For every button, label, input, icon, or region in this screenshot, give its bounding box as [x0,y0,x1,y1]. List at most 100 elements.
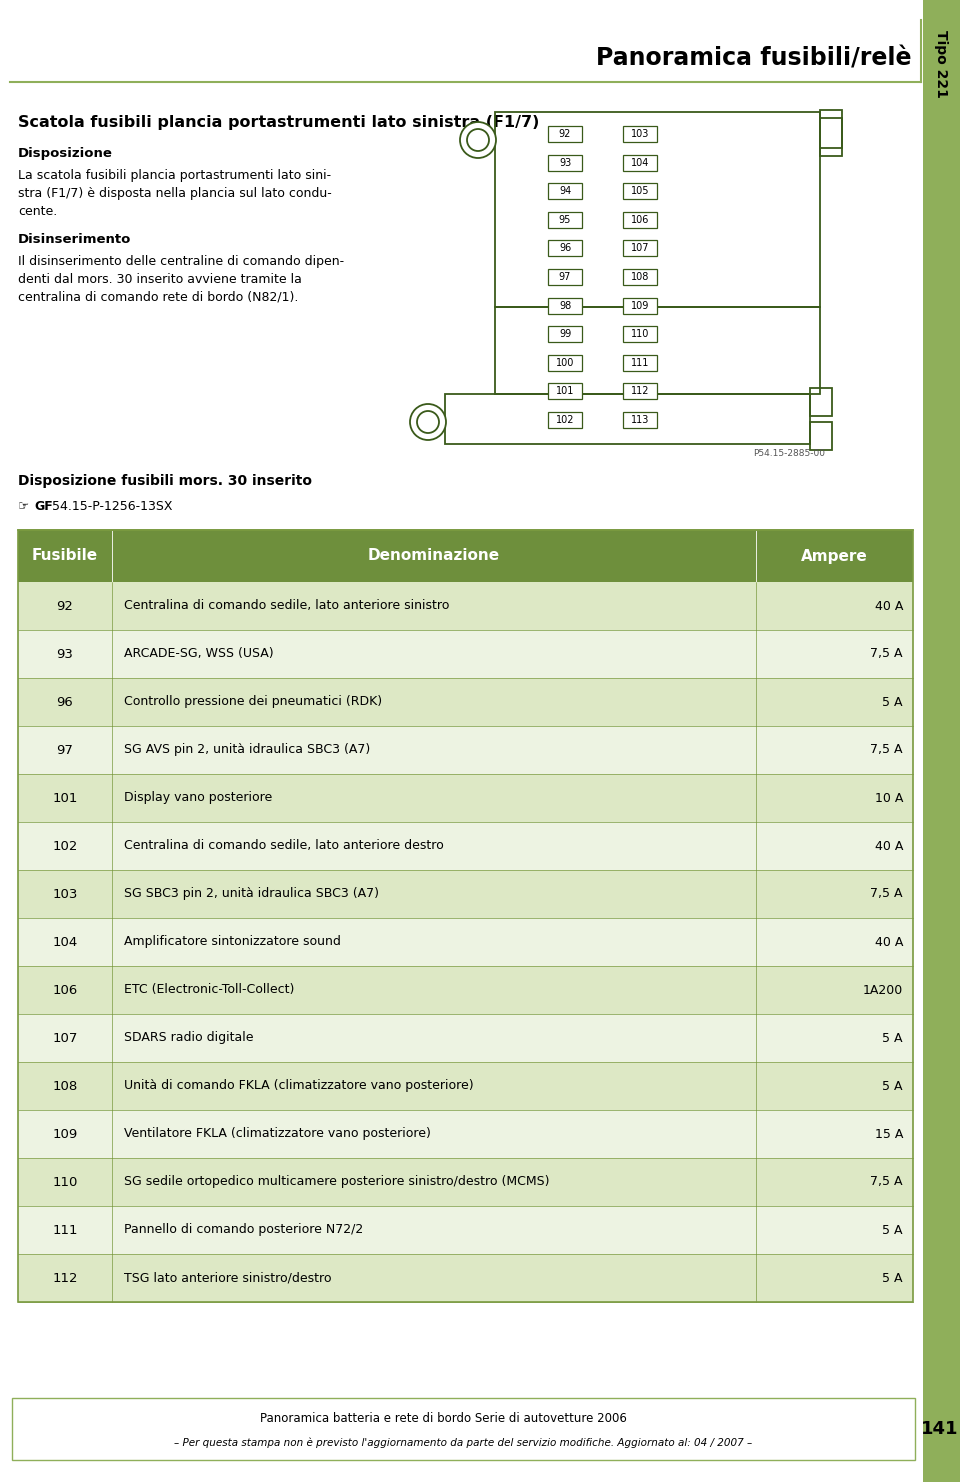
Bar [623,270,657,285]
Text: 105: 105 [631,187,649,196]
Bar [445,394,810,445]
Text: 106: 106 [53,984,78,996]
Text: SDARS radio digitale: SDARS radio digitale [124,1031,253,1045]
Text: 98: 98 [559,301,571,311]
Text: Ventilatore FKLA (climatizzatore vano posteriore): Ventilatore FKLA (climatizzatore vano po… [124,1128,431,1141]
Text: 15 A: 15 A [875,1128,903,1141]
Bar [810,422,832,451]
Text: 97: 97 [559,273,571,282]
Bar [548,298,582,314]
Text: Amplificatore sintonizzatore sound: Amplificatore sintonizzatore sound [124,935,341,948]
Text: 113: 113 [631,415,649,425]
Text: 95: 95 [559,215,571,225]
Text: 94: 94 [559,187,571,196]
Bar [18,823,913,870]
Text: 10 A: 10 A [875,791,903,805]
Bar [548,326,582,342]
Text: 110: 110 [631,329,649,339]
Bar [623,212,657,228]
Text: SG AVS pin 2, unità idraulica SBC3 (A7): SG AVS pin 2, unità idraulica SBC3 (A7) [124,744,371,756]
Text: Centralina di comando sedile, lato anteriore sinistro: Centralina di comando sedile, lato anter… [124,600,449,612]
Bar [18,582,913,630]
Text: 96: 96 [559,243,571,253]
Text: 5 A: 5 A [882,695,903,708]
Text: Panoramica batteria e rete di bordo Serie di autovetture 2006: Panoramica batteria e rete di bordo Seri… [260,1412,627,1426]
Text: 107: 107 [52,1031,78,1045]
Text: 100: 100 [556,357,574,368]
Bar [623,354,657,370]
Text: Display vano posteriore: Display vano posteriore [124,791,273,805]
Bar [18,1063,913,1110]
Bar [18,1157,913,1206]
Text: 5 A: 5 A [882,1272,903,1285]
Circle shape [460,122,496,159]
Bar [18,917,913,966]
Text: Denominazione: Denominazione [368,548,500,563]
Text: 109: 109 [53,1128,78,1141]
Text: 7,5 A: 7,5 A [871,648,903,661]
Text: Centralina di comando sedile, lato anteriore destro: Centralina di comando sedile, lato anter… [124,839,444,852]
Bar [548,212,582,228]
Bar [18,726,913,774]
Text: 101: 101 [556,387,574,396]
Text: 40 A: 40 A [875,935,903,948]
Circle shape [410,405,446,440]
Bar [923,0,960,1482]
Bar [548,240,582,256]
Text: 103: 103 [52,888,78,901]
Bar [810,388,832,416]
Bar [548,126,582,142]
Text: cente.: cente. [18,205,58,218]
Text: 141: 141 [922,1420,959,1438]
Text: 1A200: 1A200 [863,984,903,996]
Text: 111: 111 [52,1224,78,1236]
Text: Ampere: Ampere [802,548,868,563]
Text: 99: 99 [559,329,571,339]
Text: 101: 101 [52,791,78,805]
Bar [623,298,657,314]
Text: 7,5 A: 7,5 A [871,744,903,756]
Text: – Per questa stampa non è previsto l'aggiornamento da parte del servizio modific: – Per questa stampa non è previsto l'agg… [175,1438,753,1448]
Bar [820,119,842,156]
Text: 112: 112 [52,1272,78,1285]
Text: ARCADE-SG, WSS (USA): ARCADE-SG, WSS (USA) [124,648,274,661]
Text: ☞: ☞ [18,499,29,513]
Bar [18,870,913,917]
Bar [623,154,657,170]
Text: 7,5 A: 7,5 A [871,1175,903,1189]
Text: 111: 111 [631,357,649,368]
Text: Disposizione fusibili mors. 30 inserito: Disposizione fusibili mors. 30 inserito [18,474,312,488]
Text: 110: 110 [52,1175,78,1189]
Text: denti dal mors. 30 inserito avviene tramite la: denti dal mors. 30 inserito avviene tram… [18,273,301,286]
Bar [623,412,657,428]
Text: 108: 108 [631,273,649,282]
Text: 108: 108 [53,1079,78,1092]
Bar [495,307,820,394]
Text: centralina di comando rete di bordo (N82/1).: centralina di comando rete di bordo (N82… [18,290,299,304]
Text: La scatola fusibili plancia portastrumenti lato sini-: La scatola fusibili plancia portastrumen… [18,169,331,182]
Text: GF: GF [34,499,53,513]
Text: Pannello di comando posteriore N72/2: Pannello di comando posteriore N72/2 [124,1224,363,1236]
Text: 102: 102 [556,415,574,425]
Text: 40 A: 40 A [875,600,903,612]
Bar [18,1254,913,1303]
Text: 7,5 A: 7,5 A [871,888,903,901]
Text: Tipo 221: Tipo 221 [934,30,948,98]
Text: 104: 104 [631,157,649,167]
Bar [548,154,582,170]
Text: ETC (Electronic-Toll-Collect): ETC (Electronic-Toll-Collect) [124,984,295,996]
Bar [495,113,820,307]
Bar [18,1110,913,1157]
Bar [18,1014,913,1063]
Text: 97: 97 [57,744,73,756]
Bar [623,326,657,342]
Text: Disinserimento: Disinserimento [18,233,132,246]
Bar [18,774,913,823]
Bar [18,531,913,1303]
Text: 40 A: 40 A [875,839,903,852]
Text: 112: 112 [631,387,649,396]
Text: 96: 96 [57,695,73,708]
Text: SG SBC3 pin 2, unità idraulica SBC3 (A7): SG SBC3 pin 2, unità idraulica SBC3 (A7) [124,888,379,901]
Bar [18,630,913,677]
Text: Il disinserimento delle centraline di comando dipen-: Il disinserimento delle centraline di co… [18,255,344,268]
